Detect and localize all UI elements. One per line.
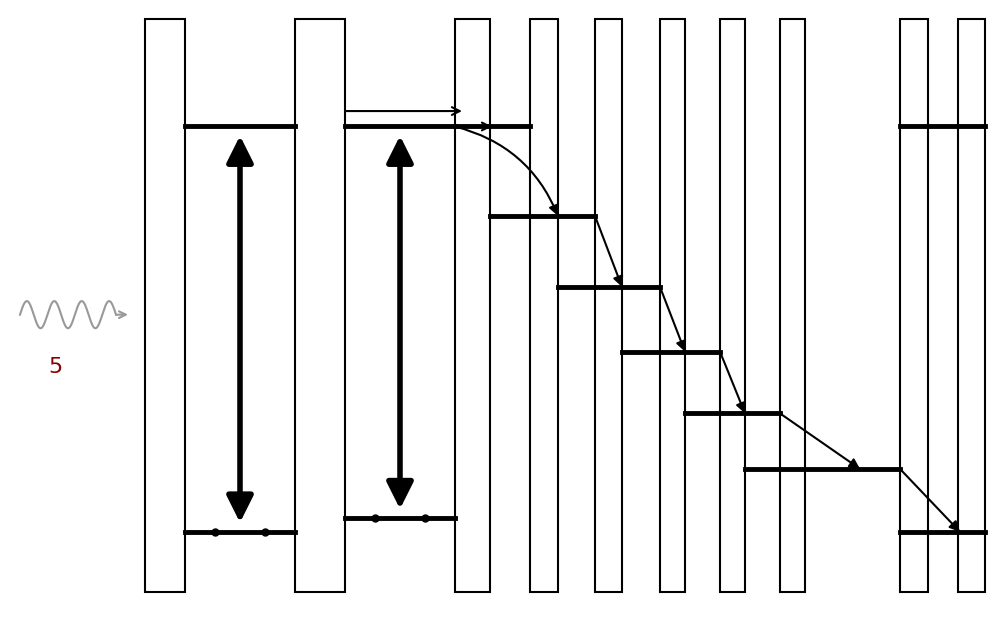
Bar: [780, 19, 805, 592]
Bar: [720, 19, 745, 592]
Bar: [660, 19, 685, 592]
Bar: [455, 19, 490, 592]
Bar: [145, 19, 185, 592]
Text: 5: 5: [48, 357, 62, 377]
Bar: [530, 19, 558, 592]
Bar: [295, 19, 345, 592]
Bar: [595, 19, 622, 592]
Bar: [958, 19, 985, 592]
Bar: [900, 19, 928, 592]
